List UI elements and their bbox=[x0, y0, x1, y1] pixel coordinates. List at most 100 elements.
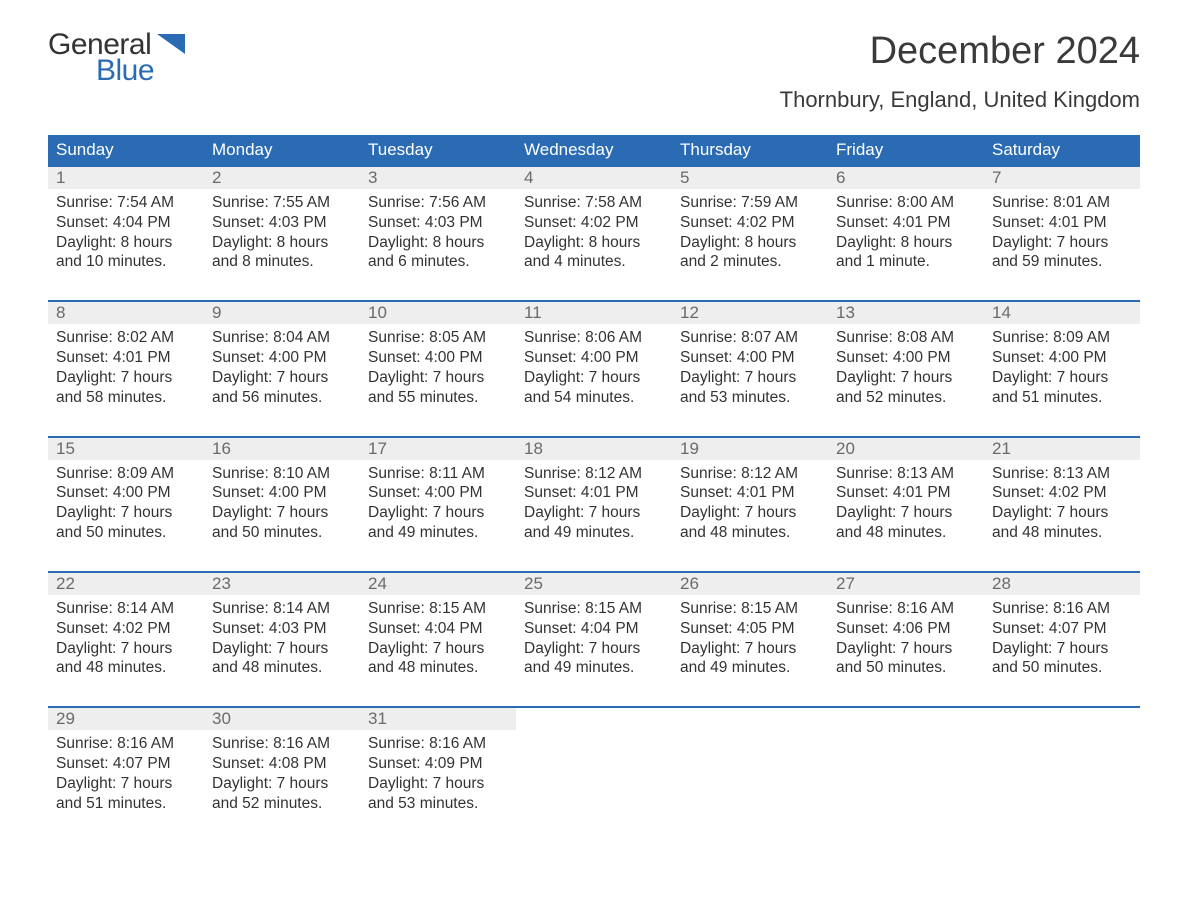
day-cell: Sunrise: 8:00 AMSunset: 4:01 PMDaylight:… bbox=[828, 189, 984, 300]
sunrise-text: Sunrise: 8:14 AM bbox=[56, 599, 196, 619]
location: Thornbury, England, United Kingdom bbox=[780, 87, 1140, 113]
day-number: 28 bbox=[984, 573, 1140, 595]
daylight-text-2: and 50 minutes. bbox=[836, 658, 976, 678]
sunrise-text: Sunrise: 8:16 AM bbox=[368, 734, 508, 754]
day-cell: Sunrise: 7:55 AMSunset: 4:03 PMDaylight:… bbox=[204, 189, 360, 300]
sunrise-text: Sunrise: 8:05 AM bbox=[368, 328, 508, 348]
day-number-row: 1234567 bbox=[48, 167, 1140, 189]
day-cell: Sunrise: 8:16 AMSunset: 4:06 PMDaylight:… bbox=[828, 595, 984, 706]
day-number: 13 bbox=[828, 302, 984, 324]
calendar: SundayMondayTuesdayWednesdayThursdayFrid… bbox=[48, 135, 1140, 842]
day-cell: Sunrise: 8:16 AMSunset: 4:09 PMDaylight:… bbox=[360, 730, 516, 841]
weekday-header: Thursday bbox=[672, 135, 828, 165]
daylight-text-1: Daylight: 8 hours bbox=[836, 233, 976, 253]
day-number: 6 bbox=[828, 167, 984, 189]
daylight-text-2: and 51 minutes. bbox=[992, 388, 1132, 408]
month-title: December 2024 bbox=[780, 30, 1140, 73]
daylight-text-2: and 48 minutes. bbox=[56, 658, 196, 678]
daylight-text-1: Daylight: 8 hours bbox=[524, 233, 664, 253]
day-cell: Sunrise: 8:06 AMSunset: 4:00 PMDaylight:… bbox=[516, 324, 672, 435]
day-cell: Sunrise: 7:58 AMSunset: 4:02 PMDaylight:… bbox=[516, 189, 672, 300]
sunset-text: Sunset: 4:03 PM bbox=[368, 213, 508, 233]
daylight-text-2: and 52 minutes. bbox=[212, 794, 352, 814]
daylight-text-1: Daylight: 7 hours bbox=[368, 639, 508, 659]
day-number-row: 15161718192021 bbox=[48, 438, 1140, 460]
daylight-text-1: Daylight: 7 hours bbox=[524, 503, 664, 523]
sunrise-text: Sunrise: 8:15 AM bbox=[524, 599, 664, 619]
daylight-text-2: and 58 minutes. bbox=[56, 388, 196, 408]
daylight-text-1: Daylight: 7 hours bbox=[524, 368, 664, 388]
daylight-text-1: Daylight: 7 hours bbox=[524, 639, 664, 659]
day-cell: Sunrise: 8:09 AMSunset: 4:00 PMDaylight:… bbox=[48, 460, 204, 571]
daylight-text-1: Daylight: 7 hours bbox=[992, 233, 1132, 253]
day-number bbox=[516, 708, 672, 730]
sunrise-text: Sunrise: 8:01 AM bbox=[992, 193, 1132, 213]
daylight-text-1: Daylight: 7 hours bbox=[992, 639, 1132, 659]
day-number: 17 bbox=[360, 438, 516, 460]
sunset-text: Sunset: 4:02 PM bbox=[524, 213, 664, 233]
day-number-row: 22232425262728 bbox=[48, 573, 1140, 595]
sunset-text: Sunset: 4:00 PM bbox=[992, 348, 1132, 368]
day-cell: Sunrise: 8:15 AMSunset: 4:05 PMDaylight:… bbox=[672, 595, 828, 706]
daylight-text-1: Daylight: 7 hours bbox=[56, 774, 196, 794]
day-number: 12 bbox=[672, 302, 828, 324]
daylight-text-2: and 53 minutes. bbox=[680, 388, 820, 408]
day-cell: Sunrise: 8:16 AMSunset: 4:07 PMDaylight:… bbox=[984, 595, 1140, 706]
sunrise-text: Sunrise: 8:08 AM bbox=[836, 328, 976, 348]
sunrise-text: Sunrise: 8:13 AM bbox=[992, 464, 1132, 484]
daylight-text-1: Daylight: 7 hours bbox=[836, 503, 976, 523]
daylight-text-2: and 49 minutes. bbox=[680, 658, 820, 678]
day-number: 14 bbox=[984, 302, 1140, 324]
sunset-text: Sunset: 4:01 PM bbox=[680, 483, 820, 503]
weekday-header-row: SundayMondayTuesdayWednesdayThursdayFrid… bbox=[48, 135, 1140, 165]
daylight-text-1: Daylight: 7 hours bbox=[368, 503, 508, 523]
day-number: 21 bbox=[984, 438, 1140, 460]
title-block: December 2024 Thornbury, England, United… bbox=[780, 30, 1140, 127]
sunrise-text: Sunrise: 8:16 AM bbox=[836, 599, 976, 619]
daylight-text-2: and 48 minutes. bbox=[680, 523, 820, 543]
day-cell: Sunrise: 8:04 AMSunset: 4:00 PMDaylight:… bbox=[204, 324, 360, 435]
day-number: 31 bbox=[360, 708, 516, 730]
sunset-text: Sunset: 4:00 PM bbox=[680, 348, 820, 368]
day-cell: Sunrise: 8:11 AMSunset: 4:00 PMDaylight:… bbox=[360, 460, 516, 571]
sunrise-text: Sunrise: 8:10 AM bbox=[212, 464, 352, 484]
sunset-text: Sunset: 4:07 PM bbox=[56, 754, 196, 774]
daylight-text-2: and 59 minutes. bbox=[992, 252, 1132, 272]
day-number bbox=[672, 708, 828, 730]
day-cell: Sunrise: 8:15 AMSunset: 4:04 PMDaylight:… bbox=[516, 595, 672, 706]
day-number-row: 891011121314 bbox=[48, 302, 1140, 324]
daylight-text-2: and 48 minutes. bbox=[368, 658, 508, 678]
sunset-text: Sunset: 4:03 PM bbox=[212, 213, 352, 233]
day-number: 25 bbox=[516, 573, 672, 595]
sunset-text: Sunset: 4:00 PM bbox=[212, 483, 352, 503]
sunrise-text: Sunrise: 7:58 AM bbox=[524, 193, 664, 213]
day-cell: Sunrise: 7:54 AMSunset: 4:04 PMDaylight:… bbox=[48, 189, 204, 300]
daylight-text-1: Daylight: 7 hours bbox=[212, 503, 352, 523]
sunset-text: Sunset: 4:00 PM bbox=[56, 483, 196, 503]
sunrise-text: Sunrise: 8:16 AM bbox=[56, 734, 196, 754]
weekday-header: Tuesday bbox=[360, 135, 516, 165]
sunrise-text: Sunrise: 8:16 AM bbox=[212, 734, 352, 754]
sunrise-text: Sunrise: 8:15 AM bbox=[368, 599, 508, 619]
daylight-text-2: and 48 minutes. bbox=[836, 523, 976, 543]
sunset-text: Sunset: 4:01 PM bbox=[836, 483, 976, 503]
day-cell: Sunrise: 8:14 AMSunset: 4:02 PMDaylight:… bbox=[48, 595, 204, 706]
day-cell bbox=[672, 730, 828, 841]
weekday-header: Friday bbox=[828, 135, 984, 165]
sunset-text: Sunset: 4:00 PM bbox=[368, 348, 508, 368]
day-number: 22 bbox=[48, 573, 204, 595]
day-cell: Sunrise: 8:02 AMSunset: 4:01 PMDaylight:… bbox=[48, 324, 204, 435]
daylight-text-1: Daylight: 7 hours bbox=[992, 368, 1132, 388]
sunset-text: Sunset: 4:01 PM bbox=[992, 213, 1132, 233]
daylight-text-2: and 50 minutes. bbox=[56, 523, 196, 543]
sunset-text: Sunset: 4:02 PM bbox=[680, 213, 820, 233]
day-number: 1 bbox=[48, 167, 204, 189]
sunset-text: Sunset: 4:00 PM bbox=[836, 348, 976, 368]
daylight-text-2: and 48 minutes. bbox=[212, 658, 352, 678]
daylight-text-2: and 50 minutes. bbox=[992, 658, 1132, 678]
daylight-text-2: and 8 minutes. bbox=[212, 252, 352, 272]
sunrise-text: Sunrise: 8:07 AM bbox=[680, 328, 820, 348]
day-cell: Sunrise: 8:13 AMSunset: 4:01 PMDaylight:… bbox=[828, 460, 984, 571]
sunrise-text: Sunrise: 8:02 AM bbox=[56, 328, 196, 348]
sunset-text: Sunset: 4:00 PM bbox=[212, 348, 352, 368]
